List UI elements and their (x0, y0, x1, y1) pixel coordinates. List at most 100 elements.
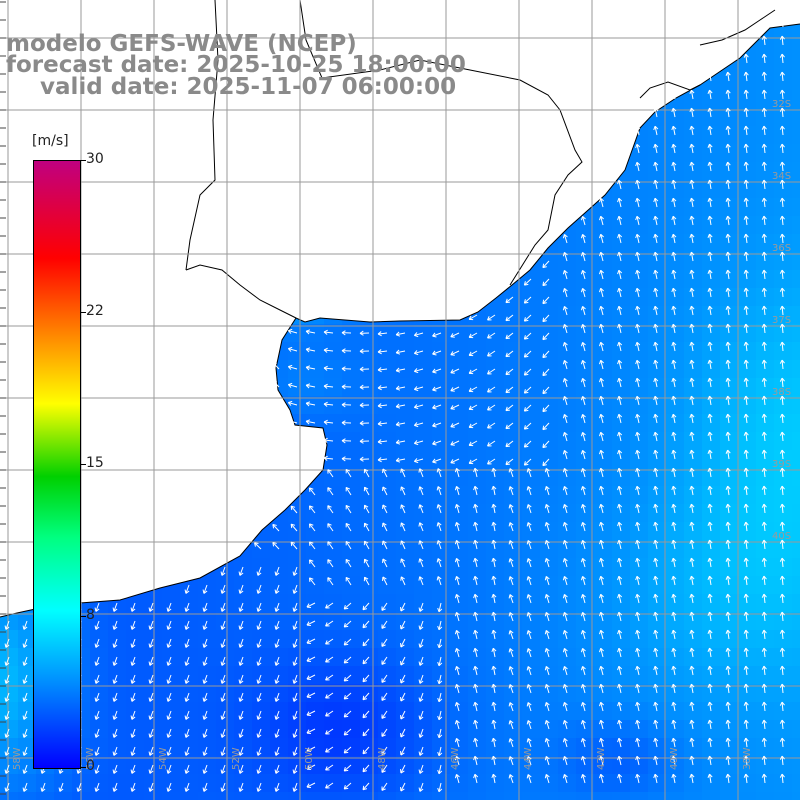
wind-speed-cell (486, 576, 505, 595)
wind-arrow (689, 431, 695, 442)
wind-speed-cell (720, 270, 739, 289)
wind-arrow (130, 656, 136, 666)
wind-speed-cell (324, 558, 343, 577)
wind-arrow (4, 692, 10, 702)
wind-arrow (526, 630, 532, 640)
wind-arrow (306, 656, 316, 662)
wind-speed-cell (756, 360, 775, 379)
wind-arrow (202, 692, 208, 702)
wind-speed-cell (342, 738, 361, 757)
wind-arrow (418, 576, 424, 586)
wind-speed-cell (684, 450, 703, 469)
wind-arrow (761, 359, 767, 370)
wind-arrow (400, 522, 406, 532)
wind-speed-cell (666, 450, 685, 469)
wind-speed-cell (792, 126, 800, 145)
wind-arrow (743, 179, 749, 190)
wind-arrow (4, 764, 10, 774)
wind-arrow (202, 638, 208, 648)
wind-arrow (743, 107, 749, 118)
wind-arrow (725, 215, 731, 226)
wind-arrow (542, 332, 550, 341)
wind-speed-cell (666, 324, 685, 343)
wind-speed-cell (342, 594, 361, 613)
wind-arrow (238, 674, 244, 684)
wind-speed-cell (666, 792, 685, 800)
wind-speed-cell (378, 396, 397, 415)
wind-speed-cell (576, 378, 595, 397)
longitude-label: 48W (377, 747, 388, 770)
wind-arrow (400, 782, 406, 792)
wind-arrow (526, 720, 532, 730)
wind-speed-cell (774, 792, 793, 800)
wind-arrow (468, 332, 478, 339)
wind-arrow (112, 782, 118, 792)
wind-arrow (707, 557, 713, 568)
wind-arrow (306, 620, 316, 626)
wind-speed-cell (738, 756, 757, 775)
wind-arrow (526, 702, 532, 712)
wind-arrow (343, 620, 352, 628)
wind-arrow (526, 468, 532, 478)
wind-arrow (779, 17, 785, 28)
wind-speed-cell (666, 504, 685, 523)
wind-speed-cell (738, 594, 757, 613)
wind-arrow (508, 702, 514, 712)
wind-arrow (743, 683, 749, 694)
wind-speed-cell (738, 198, 757, 217)
wind-speed-cell (396, 576, 415, 595)
wind-arrow (523, 296, 532, 304)
wind-arrow (382, 486, 388, 496)
wind-arrow (653, 611, 659, 622)
wind-arrow (381, 602, 388, 611)
wind-arrow (725, 449, 731, 460)
wind-speed-cell (684, 504, 703, 523)
wind-speed-cell (576, 576, 595, 595)
wind-arrow (599, 215, 604, 226)
wind-arrow (580, 683, 586, 694)
wind-arrow (473, 773, 479, 784)
wind-speed-cell (630, 396, 649, 415)
wind-arrow (327, 577, 334, 586)
wind-arrow (725, 665, 731, 676)
wind-arrow (725, 575, 731, 586)
wind-speed-cell (702, 378, 721, 397)
wind-speed-cell (720, 126, 739, 145)
wind-speed-cell (450, 612, 469, 631)
wind-arrow (743, 485, 749, 496)
wind-arrow (359, 366, 370, 372)
wind-speed-cell (540, 702, 559, 721)
wind-arrow (779, 719, 785, 730)
wind-speed-cell (558, 684, 577, 703)
wind-arrow (725, 341, 731, 352)
wind-speed-cell (684, 684, 703, 703)
wind-speed-cell (666, 558, 685, 577)
wind-arrow (400, 656, 406, 666)
wind-speed-cell (666, 594, 685, 613)
wind-arrow (707, 773, 713, 784)
wind-speed-cell (522, 774, 541, 793)
wind-arrow (743, 359, 749, 370)
wind-speed-cell (720, 522, 739, 541)
wind-arrow (202, 746, 208, 756)
wind-speed-cell (468, 666, 487, 685)
wind-arrow (743, 593, 749, 604)
wind-arrow (272, 379, 280, 388)
wind-arrow (381, 674, 388, 683)
longitude-label: 54W (158, 747, 169, 770)
wind-arrow (653, 485, 659, 496)
wind-speed-cell (594, 522, 613, 541)
wind-arrow (635, 575, 641, 586)
wind-arrow (562, 773, 568, 784)
wind-arrow (381, 782, 388, 791)
colorbar-tick-mark (80, 616, 86, 617)
wind-arrow (580, 629, 586, 640)
wind-speed-cell (684, 720, 703, 739)
wind-speed-cell (756, 702, 775, 721)
wind-speed-cell (738, 486, 757, 505)
wind-speed-cell (666, 144, 685, 163)
wind-speed-cell (684, 144, 703, 163)
wind-arrow (130, 638, 136, 648)
wind-arrow (743, 269, 749, 280)
wind-arrow (184, 782, 190, 792)
